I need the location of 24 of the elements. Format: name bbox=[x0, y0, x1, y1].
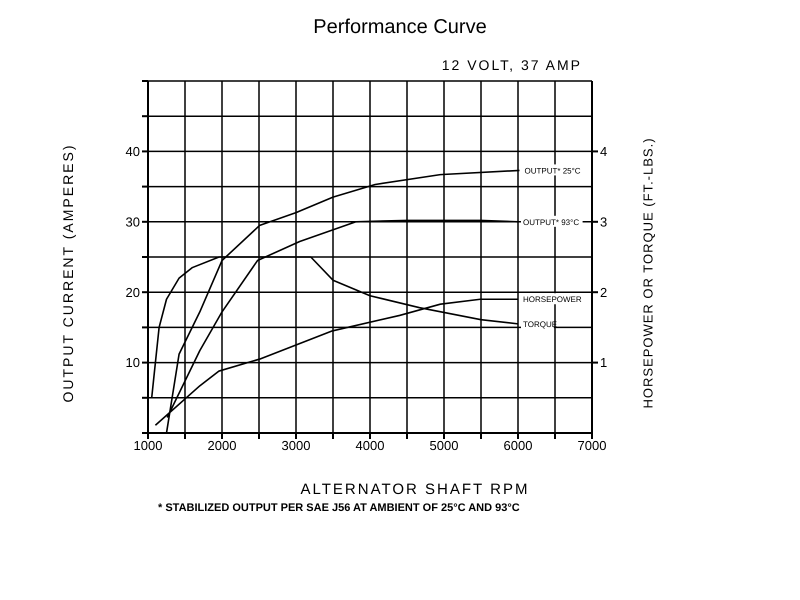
x-tick-label: 4000 bbox=[356, 438, 384, 454]
y-axis-title: OUTPUT CURRENT (AMPERES) bbox=[60, 143, 76, 403]
x-tick-label: 1000 bbox=[134, 438, 162, 454]
y-tick-label: 10 bbox=[126, 355, 140, 370]
y-tick-label: 20 bbox=[126, 284, 140, 300]
chart-title: Performance Curve bbox=[312, 16, 488, 39]
x-tick-label: 3000 bbox=[282, 438, 310, 454]
text: * STABILIZED OUTPUT PER SAE J56 AT AMBIENT OF 25°C AND 93°C bbox=[158, 502, 521, 514]
x-tick-label: 5000 bbox=[430, 438, 458, 454]
series-label: OUTPUT* 25°C bbox=[524, 166, 581, 176]
y2-tick-label: 3 bbox=[600, 214, 608, 230]
y2-tick-label: 4 bbox=[600, 144, 608, 160]
x-tick-label: 6000 bbox=[504, 438, 532, 454]
series-label: HORSEPOWER bbox=[523, 295, 582, 304]
y2-axis-title: HORSEPOWER OR TORQUE (FT.-LBS.) bbox=[640, 137, 656, 409]
y-tick-label: 40 bbox=[126, 144, 140, 160]
y-tick-label: 30 bbox=[126, 214, 140, 230]
chart-subtitle: 12 VOLT, 37 AMP bbox=[440, 57, 582, 73]
x-tick-label: 7000 bbox=[578, 438, 606, 454]
series-label: OUTPUT* 93°C bbox=[523, 218, 580, 227]
y2-tick-label: 2 bbox=[600, 284, 608, 300]
x-axis-title: ALTERNATOR SHAFT RPM bbox=[300, 481, 530, 498]
y2-tick-label: 1 bbox=[600, 355, 608, 370]
x-tick-label: 2000 bbox=[208, 438, 236, 454]
